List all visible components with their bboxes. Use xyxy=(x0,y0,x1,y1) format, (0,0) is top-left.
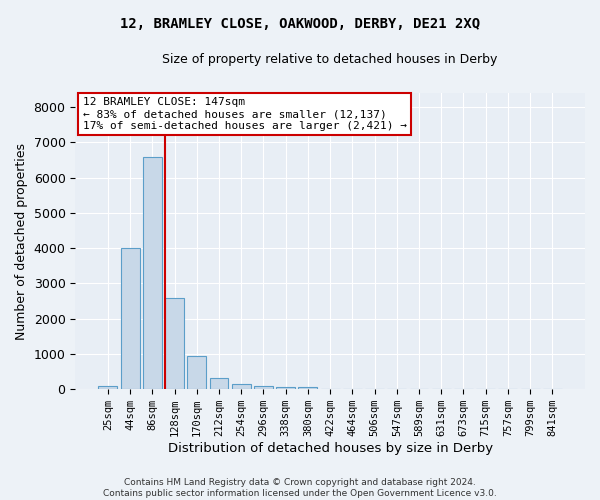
X-axis label: Distribution of detached houses by size in Derby: Distribution of detached houses by size … xyxy=(167,442,493,455)
Bar xyxy=(254,386,273,389)
Y-axis label: Number of detached properties: Number of detached properties xyxy=(15,142,28,340)
Title: Size of property relative to detached houses in Derby: Size of property relative to detached ho… xyxy=(163,52,498,66)
Bar xyxy=(232,384,251,389)
Bar xyxy=(209,378,229,389)
Bar xyxy=(143,156,162,389)
Bar xyxy=(298,388,317,389)
Text: 12, BRAMLEY CLOSE, OAKWOOD, DERBY, DE21 2XQ: 12, BRAMLEY CLOSE, OAKWOOD, DERBY, DE21 … xyxy=(120,18,480,32)
Bar xyxy=(165,298,184,389)
Text: Contains HM Land Registry data © Crown copyright and database right 2024.
Contai: Contains HM Land Registry data © Crown c… xyxy=(103,478,497,498)
Bar xyxy=(187,356,206,389)
Bar xyxy=(276,387,295,389)
Bar xyxy=(98,386,118,389)
Text: 12 BRAMLEY CLOSE: 147sqm
← 83% of detached houses are smaller (12,137)
17% of se: 12 BRAMLEY CLOSE: 147sqm ← 83% of detach… xyxy=(83,98,407,130)
Bar xyxy=(121,248,140,389)
